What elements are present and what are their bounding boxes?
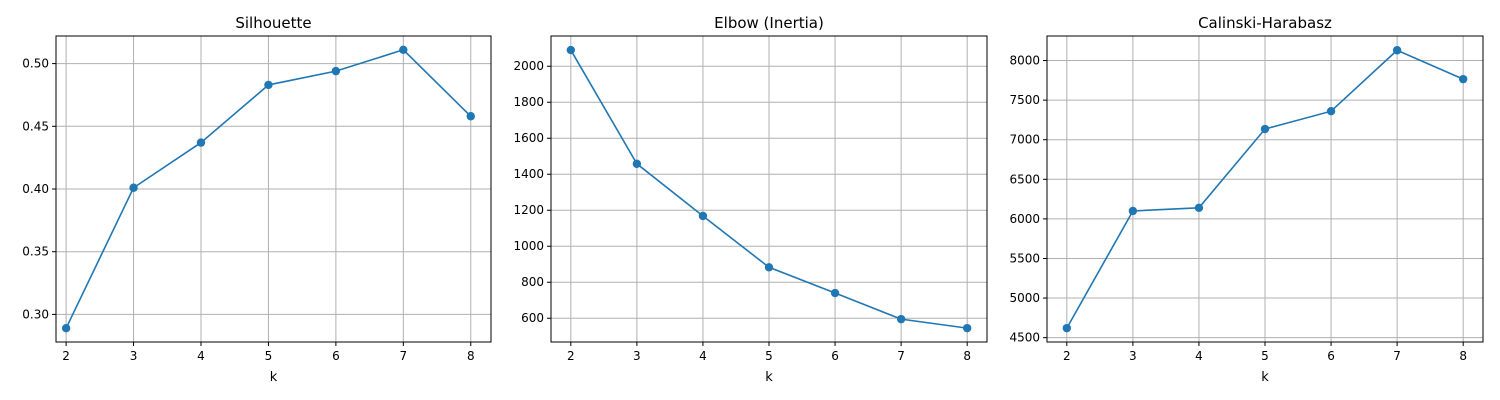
silhouette-data-point bbox=[61, 324, 71, 333]
elbow-data-point bbox=[698, 211, 708, 221]
elbow-x-tick-label: 7 bbox=[897, 349, 905, 363]
silhouette-x-tick-label: 7 bbox=[400, 349, 408, 363]
elbow-data-point bbox=[896, 314, 906, 324]
calinski-harabasz-chart: 2 3 4 5 6 7 8 4500 5000 5500 6000 6500 7000 7500 8000 C… bbox=[1009, 14, 1484, 385]
elbow-x-tick-label: 5 bbox=[765, 349, 773, 363]
elbow-x-tick-label: 4 bbox=[699, 349, 707, 363]
elbow-data-point bbox=[962, 323, 972, 333]
silhouette-y-tick-label: 0.45 bbox=[22, 119, 49, 133]
elbow-y-tick-label: 1800 bbox=[513, 95, 544, 109]
silhouette-y-tick-label: 0.30 bbox=[22, 307, 49, 321]
silhouette-x-tick-label: 2 bbox=[62, 349, 70, 363]
calinski-harabasz-y-tick-label: 7500 bbox=[1009, 93, 1040, 107]
calinski-harabasz-x-tick-label: 8 bbox=[1459, 349, 1467, 363]
elbow-data-point bbox=[632, 159, 642, 168]
calinski-harabasz-chart-title: Calinski-Harabasz bbox=[1198, 14, 1332, 32]
elbow-data-point bbox=[764, 263, 774, 272]
elbow-y-tick-label: 1400 bbox=[513, 167, 544, 181]
silhouette-chart-title: Silhouette bbox=[235, 14, 311, 32]
elbow-x-tick-label: 8 bbox=[963, 349, 971, 363]
calinski-harabasz-y-tick-label: 7000 bbox=[1009, 133, 1040, 147]
silhouette-data-point bbox=[129, 183, 138, 192]
calinski-harabasz-data-point bbox=[1128, 206, 1138, 216]
silhouette-y-tick-label: 0.50 bbox=[22, 57, 49, 71]
elbow-y-tick-label: 800 bbox=[521, 275, 544, 289]
silhouette-data-point bbox=[399, 45, 408, 54]
calinski-harabasz-x-tick-label: 3 bbox=[1129, 349, 1137, 363]
calinski-harabasz-y-tick-label: 6500 bbox=[1009, 172, 1040, 186]
silhouette-y-tick-label: 0.35 bbox=[22, 245, 49, 259]
elbow-x-tick-label: 3 bbox=[633, 349, 641, 363]
calinski-harabasz-x-tick-label: 5 bbox=[1261, 349, 1269, 363]
calinski-harabasz-data-point bbox=[1062, 323, 1072, 333]
calinski-harabasz-x-tick-label: 6 bbox=[1327, 349, 1335, 363]
silhouette-data-point bbox=[196, 138, 206, 147]
calinski-harabasz-data-point bbox=[1458, 74, 1468, 84]
elbow-y-tick-label: 600 bbox=[521, 311, 544, 325]
silhouette-x-tick-label: 4 bbox=[197, 349, 205, 363]
calinski-harabasz-y-tick-label: 5500 bbox=[1009, 251, 1040, 265]
elbow-x-tick-label: 2 bbox=[567, 349, 575, 363]
silhouette-x-tick-label: 3 bbox=[130, 349, 138, 363]
calinski-harabasz-data-point bbox=[1326, 107, 1336, 116]
elbow-x-axis-label: k bbox=[765, 370, 773, 385]
silhouette-data-point bbox=[331, 66, 341, 76]
calinski-harabasz-data-point bbox=[1260, 124, 1270, 134]
elbow-y-tick-label: 1000 bbox=[513, 239, 544, 253]
calinski-harabasz-x-tick-label: 7 bbox=[1393, 349, 1401, 363]
calinski-harabasz-data-point bbox=[1392, 46, 1402, 55]
silhouette-y-tick-label: 0.40 bbox=[22, 182, 49, 196]
calinski-harabasz-x-tick-label: 2 bbox=[1063, 349, 1071, 363]
elbow-data-point bbox=[830, 288, 840, 298]
elbow-inertia-chart: 2 3 4 5 6 7 8 600 800 1000 1200 1400 1600 1800 2000 Elb… bbox=[513, 14, 988, 385]
silhouette-chart: 2 3 4 5 6 7 8 0.30 0.35 0.40 0.45 0.50 Silhouette k bbox=[22, 14, 492, 385]
elbow-x-tick-label: 6 bbox=[831, 349, 839, 363]
elbow-y-tick-label: 1200 bbox=[513, 203, 544, 217]
calinski-harabasz-x-axis-label: k bbox=[1261, 370, 1269, 385]
silhouette-x-tick-label: 6 bbox=[332, 349, 340, 363]
silhouette-x-axis-label: k bbox=[270, 370, 278, 385]
elbow-chart-title: Elbow (Inertia) bbox=[714, 14, 824, 32]
silhouette-data-point bbox=[264, 80, 273, 90]
silhouette-x-tick-label: 8 bbox=[467, 349, 475, 363]
calinski-harabasz-x-tick-label: 4 bbox=[1195, 349, 1203, 363]
elbow-y-tick-label: 2000 bbox=[513, 59, 544, 73]
calinski-harabasz-y-tick-label: 4500 bbox=[1009, 331, 1040, 345]
silhouette-x-tick-label: 5 bbox=[265, 349, 273, 363]
elbow-data-point bbox=[566, 45, 576, 55]
calinski-harabasz-y-tick-label: 8000 bbox=[1009, 54, 1040, 68]
elbow-y-tick-label: 1600 bbox=[513, 131, 544, 145]
calinski-harabasz-y-tick-label: 6000 bbox=[1009, 212, 1040, 226]
silhouette-data-point bbox=[466, 112, 475, 121]
calinski-harabasz-data-point bbox=[1194, 203, 1204, 213]
calinski-harabasz-y-tick-label: 5000 bbox=[1009, 291, 1040, 305]
